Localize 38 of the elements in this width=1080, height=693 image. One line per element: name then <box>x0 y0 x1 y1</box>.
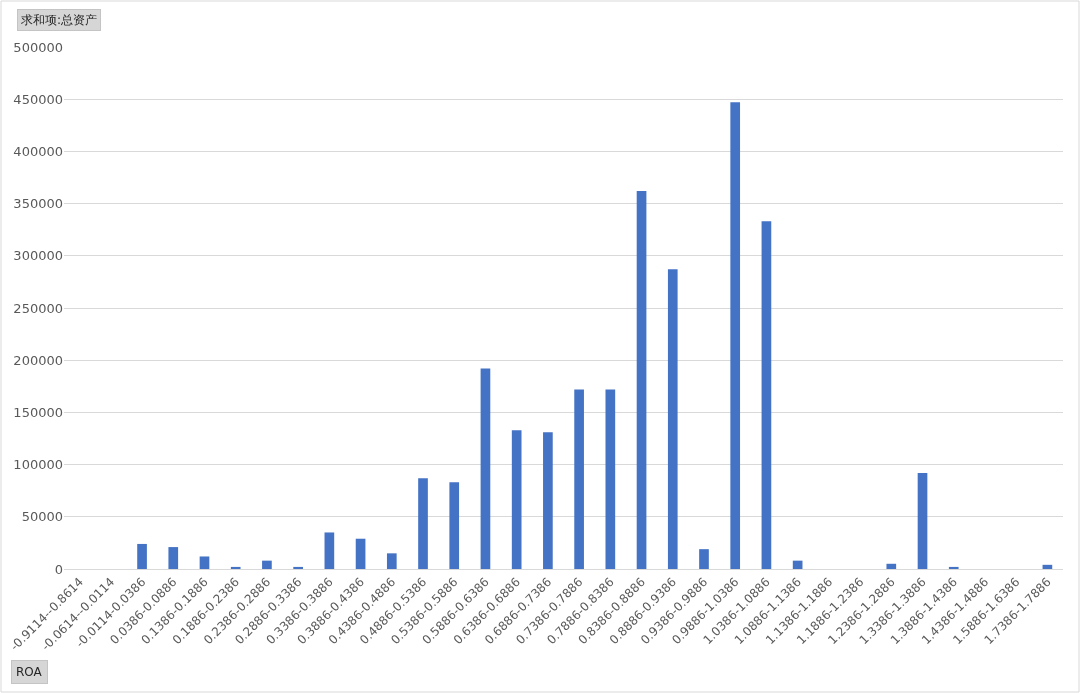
bar <box>948 566 959 569</box>
bar <box>511 430 522 569</box>
y-tick-label: 150000 <box>13 404 63 420</box>
y-axis-title: 求和项:总资产 <box>21 13 98 27</box>
bar <box>605 389 616 569</box>
y-tick-label: 0 <box>54 561 63 577</box>
y-tick-label: 100000 <box>13 457 63 473</box>
y-tick-label: 350000 <box>13 196 63 212</box>
y-tick-label: 400000 <box>13 143 63 159</box>
bar <box>168 547 179 569</box>
bar <box>730 102 741 569</box>
y-tick-label: 450000 <box>13 91 63 107</box>
bar <box>324 532 335 569</box>
bar <box>917 472 928 569</box>
bar <box>137 543 147 569</box>
y-tick-label: 500000 <box>13 39 63 55</box>
y-tick-label: 50000 <box>21 509 63 525</box>
y-tick-label: 250000 <box>13 300 63 316</box>
bar <box>761 221 772 569</box>
bar <box>1042 564 1053 569</box>
bar <box>667 269 678 569</box>
bar <box>886 563 897 569</box>
y-tick-label: 300000 <box>13 248 63 264</box>
bar <box>480 368 491 569</box>
bar <box>293 566 303 569</box>
bar <box>199 556 210 569</box>
bar <box>418 478 428 569</box>
bar <box>636 191 647 569</box>
bar <box>449 482 460 569</box>
bar <box>699 549 709 569</box>
bar <box>543 432 553 569</box>
bar <box>230 566 241 569</box>
bar <box>262 560 272 569</box>
bar <box>355 538 366 569</box>
y-tick-label: 200000 <box>13 352 63 368</box>
x-axis-title: ROA <box>16 665 43 679</box>
bar <box>386 553 397 569</box>
bar <box>574 389 584 569</box>
